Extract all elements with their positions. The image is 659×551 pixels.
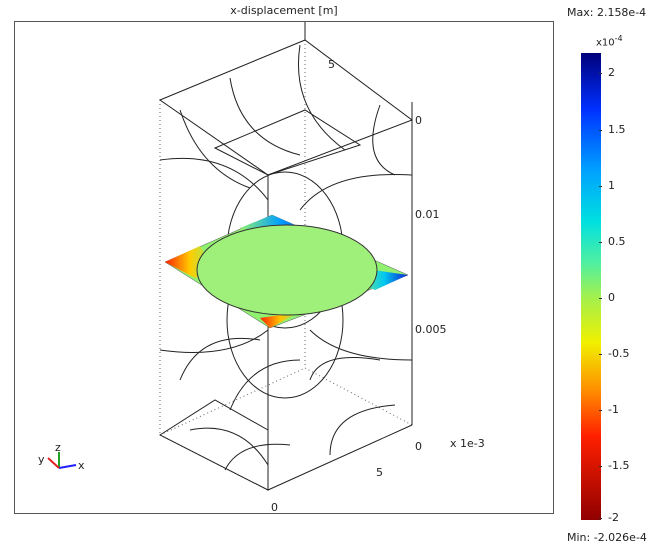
colorbar-tick: -2 <box>599 511 619 524</box>
plot-frame[interactable] <box>14 21 554 514</box>
scale-note: x 1e-3 <box>450 437 485 450</box>
z-tick-top: 0 <box>415 114 422 127</box>
axis-triad: z x y <box>38 441 85 472</box>
colorbar-tick: 1.5 <box>599 123 626 136</box>
colorbar-tick: -1.5 <box>598 459 629 472</box>
plot-title: x-displacement [m] <box>230 4 338 17</box>
triad-z-label: z <box>55 441 61 454</box>
z-tick-001: 0.01 <box>415 208 440 221</box>
colorbar-exponent-power: -4 <box>614 34 623 43</box>
colorbar-tick: -0.5 <box>598 347 629 360</box>
colorbar-tick: 0.5 <box>599 235 626 248</box>
colorbar <box>581 53 601 520</box>
y-tick-5: 5 <box>328 58 335 71</box>
x-tick-0: 0 <box>271 501 278 514</box>
geometry-arcs <box>159 44 413 471</box>
colorbar-tick: -1 <box>599 403 619 416</box>
colorbar-min-label: Min: -2.026e-4 <box>567 531 647 544</box>
triad-x-label: x <box>78 459 85 472</box>
triad-y-label: y <box>38 453 45 466</box>
colorbar-tick: 1 <box>599 179 615 192</box>
displacement-slice <box>164 214 409 329</box>
z-tick-bottom: 0 <box>415 440 422 453</box>
colorbar-tick: 2 <box>599 66 615 79</box>
colorbar-exponent: x10-4 <box>596 34 623 48</box>
z-tick-0005: 0.005 <box>415 323 447 336</box>
colorbar-exponent-base: x10 <box>596 37 615 49</box>
x-tick-5: 5 <box>376 466 383 479</box>
colorbar-max-label: Max: 2.158e-4 <box>567 6 647 19</box>
colorbar-tick: 0 <box>599 291 615 304</box>
